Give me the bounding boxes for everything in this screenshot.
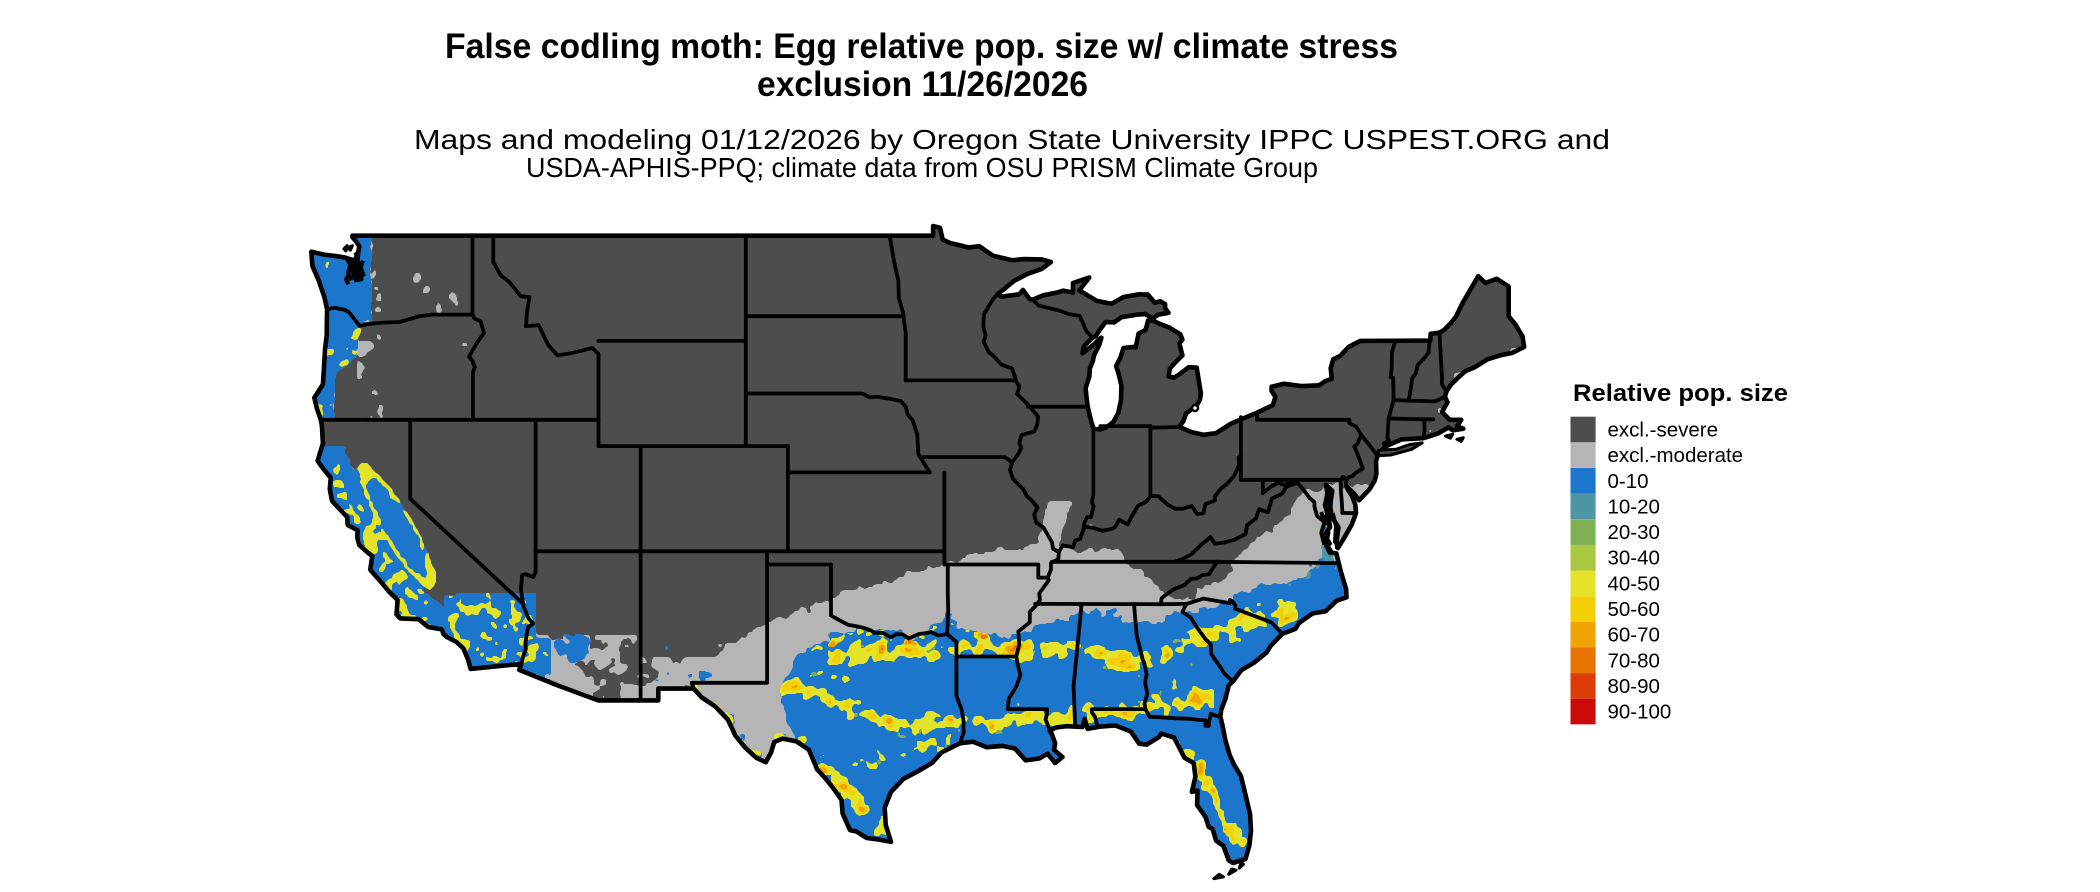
svg-text:30-40: 30-40 — [1608, 547, 1660, 570]
svg-text:USDA-APHIS-PPQ; climate data f: USDA-APHIS-PPQ; climate data from OSU PR… — [526, 152, 1318, 183]
svg-text:excl.-severe: excl.-severe — [1608, 419, 1719, 442]
svg-text:60-70: 60-70 — [1608, 624, 1660, 647]
svg-text:Relative pop. size: Relative pop. size — [1573, 380, 1788, 407]
svg-text:50-60: 50-60 — [1608, 598, 1660, 621]
svg-text:70-80: 70-80 — [1608, 649, 1660, 672]
svg-text:40-50: 40-50 — [1608, 572, 1660, 595]
svg-text:0-10: 0-10 — [1608, 470, 1649, 493]
svg-text:10-20: 10-20 — [1608, 495, 1660, 518]
svg-text:20-30: 20-30 — [1608, 521, 1660, 544]
svg-text:Maps and modeling 01/12/2026 b: Maps and modeling 01/12/2026 by Oregon S… — [414, 124, 1610, 155]
svg-text:80-90: 80-90 — [1608, 675, 1660, 698]
svg-text:90-100: 90-100 — [1608, 701, 1672, 724]
svg-text:exclusion 11/26/2026: exclusion 11/26/2026 — [757, 65, 1088, 104]
svg-text:False codling moth: Egg relati: False codling moth: Egg relative pop. si… — [445, 27, 1398, 66]
svg-text:excl.-moderate: excl.-moderate — [1608, 444, 1744, 467]
